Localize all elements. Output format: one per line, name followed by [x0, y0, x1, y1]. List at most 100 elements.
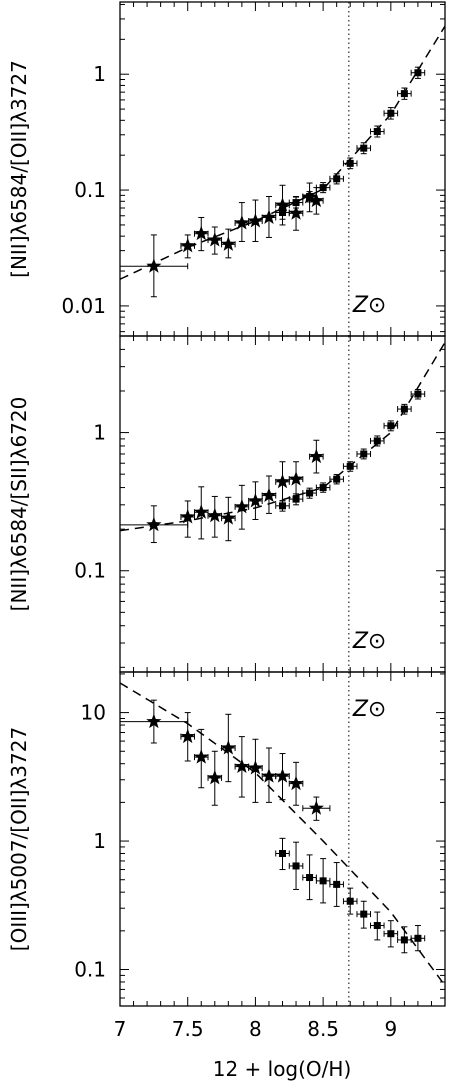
- square-marker: [333, 880, 341, 888]
- star-marker: [234, 214, 250, 230]
- square-marker: [279, 850, 286, 858]
- star-marker: [247, 492, 264, 508]
- star-marker: [193, 749, 209, 764]
- x-axis: 7 7.5 8 8.5 9: [114, 1017, 398, 1041]
- star-marker: [146, 516, 162, 532]
- panel-3: 0.1 1 10 [OIII]λ5007/[OII]λ3727 Z⊙: [7, 671, 446, 1007]
- square-marker: [306, 192, 314, 200]
- square-series: [275, 389, 426, 512]
- square-marker: [319, 184, 327, 192]
- x-tick-label: 9: [384, 1017, 397, 1041]
- square-marker: [414, 69, 422, 77]
- star-marker: [220, 740, 236, 755]
- star-series: [119, 439, 324, 544]
- star-marker: [193, 504, 209, 519]
- y-tick-label: 1: [93, 829, 106, 853]
- star-marker: [180, 508, 196, 524]
- square-marker: [387, 930, 395, 938]
- star-marker: [180, 728, 196, 744]
- star-series: [119, 699, 331, 821]
- star-marker: [247, 213, 264, 228]
- square-marker: [346, 897, 354, 905]
- star-marker: [274, 473, 291, 489]
- star-marker: [207, 507, 223, 523]
- y-tick-label: 10: [81, 701, 106, 725]
- square-marker: [319, 484, 327, 492]
- panel-frame: [119, 1, 446, 337]
- square-marker: [346, 462, 354, 470]
- square-marker: [400, 405, 408, 413]
- square-marker: [319, 877, 327, 885]
- x-tick-label: 8: [249, 1017, 262, 1041]
- star-marker: [220, 236, 236, 251]
- star-marker: [274, 197, 291, 212]
- square-marker: [387, 422, 395, 430]
- square-marker: [292, 199, 300, 207]
- square-marker: [400, 936, 408, 944]
- square-marker: [373, 437, 381, 445]
- solar-label: Z⊙: [352, 629, 387, 654]
- square-marker: [400, 90, 408, 98]
- square-marker: [360, 144, 368, 152]
- star-marker: [247, 760, 264, 775]
- star-marker: [146, 713, 162, 729]
- star-marker: [207, 232, 223, 247]
- square-marker: [279, 209, 286, 217]
- square-marker: [346, 159, 354, 167]
- star-marker: [308, 192, 324, 208]
- star-marker: [261, 768, 277, 783]
- square-marker: [360, 910, 368, 918]
- panel-2: 0.1 1 [NII]λ6584/[SII]λ6720 Z⊙: [7, 335, 446, 673]
- square-marker: [292, 495, 300, 503]
- star-marker: [146, 258, 162, 273]
- star-marker: [234, 498, 250, 514]
- star-marker: [288, 205, 304, 220]
- y-tick-label: 0.01: [61, 294, 106, 318]
- square-marker: [333, 175, 341, 183]
- square-marker: [306, 489, 314, 497]
- y-tick-label: 1: [93, 62, 106, 86]
- square-marker: [373, 128, 381, 136]
- square-marker: [279, 502, 286, 510]
- star-marker: [288, 775, 304, 791]
- star-marker: [308, 800, 324, 815]
- y-tick-label: 0.1: [74, 178, 106, 202]
- y-tick-label: 1: [93, 421, 106, 445]
- square-series: [275, 837, 426, 954]
- star-marker: [207, 769, 223, 785]
- solar-label: Z⊙: [352, 697, 387, 722]
- fit-line: [120, 682, 445, 987]
- star-marker: [288, 471, 304, 486]
- square-marker: [414, 390, 422, 398]
- x-axis-label: 12 + log(O/H): [213, 1057, 352, 1081]
- star-marker: [180, 237, 196, 253]
- square-marker: [306, 874, 314, 882]
- x-tick-label: 8.5: [307, 1017, 339, 1041]
- square-series: [275, 66, 426, 220]
- solar-label: Z⊙: [352, 293, 387, 318]
- y-tick-label: 0.1: [74, 958, 106, 982]
- x-tick-label: 7.5: [172, 1017, 204, 1041]
- star-marker: [274, 768, 291, 783]
- square-marker: [414, 934, 422, 942]
- panel-1: 0.01 0.1 1 [NII]λ6584/[OII]λ3727 Z⊙: [7, 1, 446, 337]
- star-marker: [261, 209, 277, 224]
- x-tick-label: 7: [114, 1017, 127, 1041]
- square-marker: [292, 862, 300, 870]
- y-axis-label: [OIII]λ5007/[OII]λ3727: [7, 727, 31, 951]
- y-axis-label: [NII]λ6584/[SII]λ6720: [7, 397, 31, 612]
- star-marker: [308, 448, 324, 464]
- square-marker: [387, 109, 395, 117]
- square-marker: [333, 475, 341, 483]
- y-axis-label: [NII]λ6584/[OII]λ3727: [7, 60, 31, 278]
- fit-line: [120, 25, 445, 280]
- star-marker: [193, 225, 209, 241]
- square-marker: [360, 450, 368, 458]
- star-marker: [261, 487, 277, 503]
- star-marker: [220, 510, 236, 525]
- chart-panels: 0.01 0.1 1 [NII]λ6584/[OII]λ3727 Z⊙ 0.1 1 [NII]…: [7, 1, 446, 1007]
- square-marker: [373, 922, 381, 930]
- star-marker: [234, 758, 250, 774]
- y-tick-label: 0.1: [74, 559, 106, 583]
